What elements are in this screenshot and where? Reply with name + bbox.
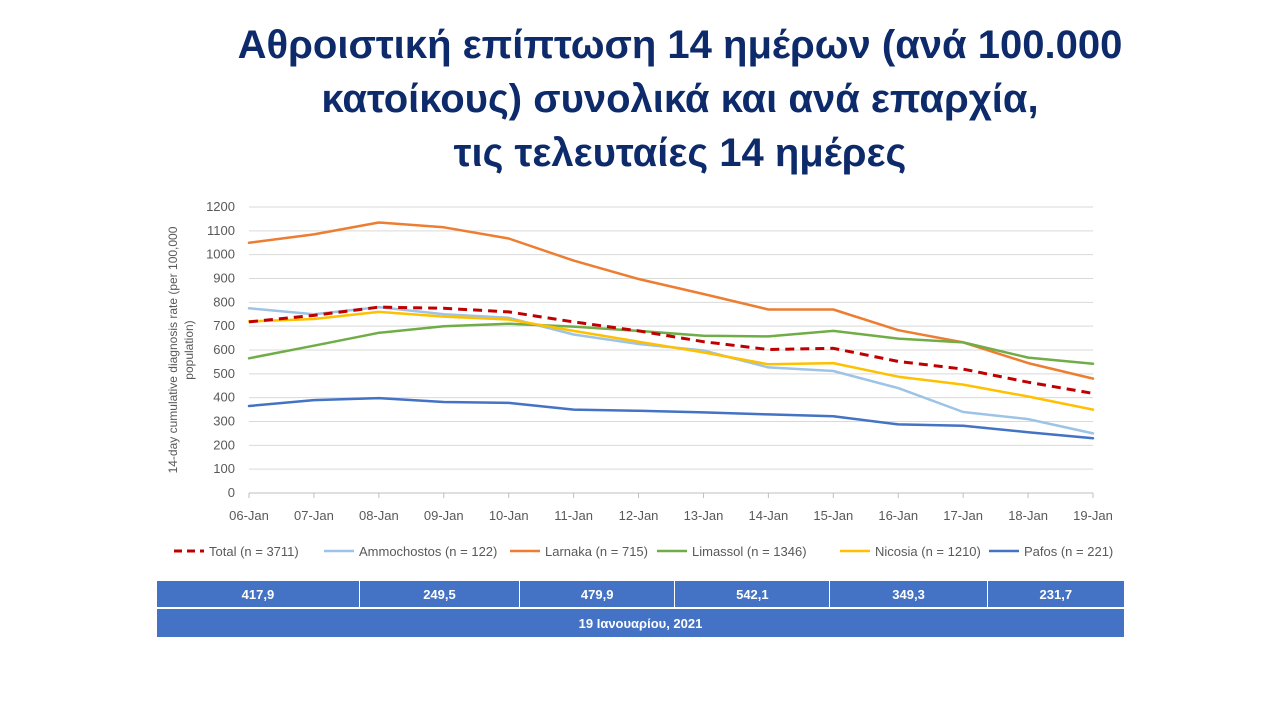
series-line-0	[248, 305, 1094, 395]
x-tick-label: 17-Jan	[943, 508, 983, 523]
x-tick-label: 15-Jan	[813, 508, 853, 523]
title-line-2: κατοίκους) συνολικά και ανά επαρχία,	[321, 77, 1039, 121]
y-tick-label: 900	[213, 271, 235, 286]
summary-value-limassol: 542,1	[674, 581, 831, 609]
title-line-1: Αθροιστική επίπτωση 14 ημέρων (ανά 100.0…	[237, 23, 1123, 67]
x-tick-label: 13-Jan	[684, 508, 724, 523]
x-tick-label: 09-Jan	[424, 508, 464, 523]
x-tick-label: 11-Jan	[554, 508, 593, 523]
x-tick-label: 10-Jan	[489, 508, 529, 523]
x-tick-label: 14-Jan	[749, 508, 789, 523]
y-tick-label: 600	[213, 342, 235, 357]
y-tick-label: 800	[213, 294, 235, 309]
series-line-2	[247, 221, 1095, 380]
slide-title: Αθροιστική επίπτωση 14 ημέρων (ανά 100.0…	[150, 18, 1210, 180]
summary-value-pafos: 231,7	[986, 581, 1126, 609]
y-axis-title: population)	[182, 320, 196, 379]
line-chart: 0 100 200 300 400 500 600 700 800 900 1000 1100 1200…	[166, 199, 1113, 559]
y-tick-label: 1100	[207, 223, 235, 238]
series-line-3	[247, 322, 1095, 366]
y-tick-label: 400	[213, 390, 235, 405]
legend-label: Nicosia (n = 1210)	[875, 544, 981, 559]
x-tick-label: 08-Jan	[359, 508, 399, 523]
series-line-4	[247, 310, 1095, 411]
series-line-5	[247, 396, 1095, 440]
summary-table: 417,9 249,5 479,9 542,1 349,3 231,7 19 Ι…	[156, 581, 1126, 637]
x-tick-label: 16-Jan	[878, 508, 918, 523]
y-tick-label: 1000	[206, 247, 235, 262]
legend-label: Larnaka (n = 715)	[545, 544, 648, 559]
x-tick-label: 07-Jan	[294, 508, 334, 523]
y-tick-label: 100	[213, 461, 235, 476]
y-axis-title: 14-day cumulative diagnosis rate (per 10…	[166, 226, 180, 473]
legend-label: Limassol (n = 1346)	[692, 544, 807, 559]
legend-label: Ammochostos (n = 122)	[359, 544, 497, 559]
x-tick-label: 18-Jan	[1008, 508, 1048, 523]
x-tick-label: 06-Jan	[229, 508, 269, 523]
summary-value-nicosia: 349,3	[829, 581, 988, 609]
legend-label: Pafos (n = 221)	[1024, 544, 1113, 559]
summary-values-row: 417,9 249,5 479,9 542,1 349,3 231,7	[156, 581, 1126, 609]
x-tick-label: 12-Jan	[619, 508, 659, 523]
summary-date: 19 Ιανουαρίου, 2021	[156, 608, 1125, 637]
y-tick-label: 700	[213, 318, 235, 333]
summary-date-row: 19 Ιανουαρίου, 2021	[156, 608, 1125, 637]
y-tick-label: 500	[213, 366, 235, 381]
x-tick-label: 19-Jan	[1073, 508, 1113, 523]
y-tick-label: 0	[228, 485, 235, 500]
title-line-3: τις τελευταίες 14 ημέρες	[453, 131, 907, 175]
y-tick-label: 200	[213, 437, 235, 452]
y-tick-label: 300	[213, 414, 235, 429]
legend-label: Total (n = 3711)	[209, 544, 299, 559]
summary-value-total: 417,9	[156, 581, 360, 609]
summary-value-larnaka: 479,9	[519, 581, 676, 609]
summary-value-ammochostos: 249,5	[358, 581, 521, 609]
y-tick-label: 1200	[206, 199, 235, 214]
